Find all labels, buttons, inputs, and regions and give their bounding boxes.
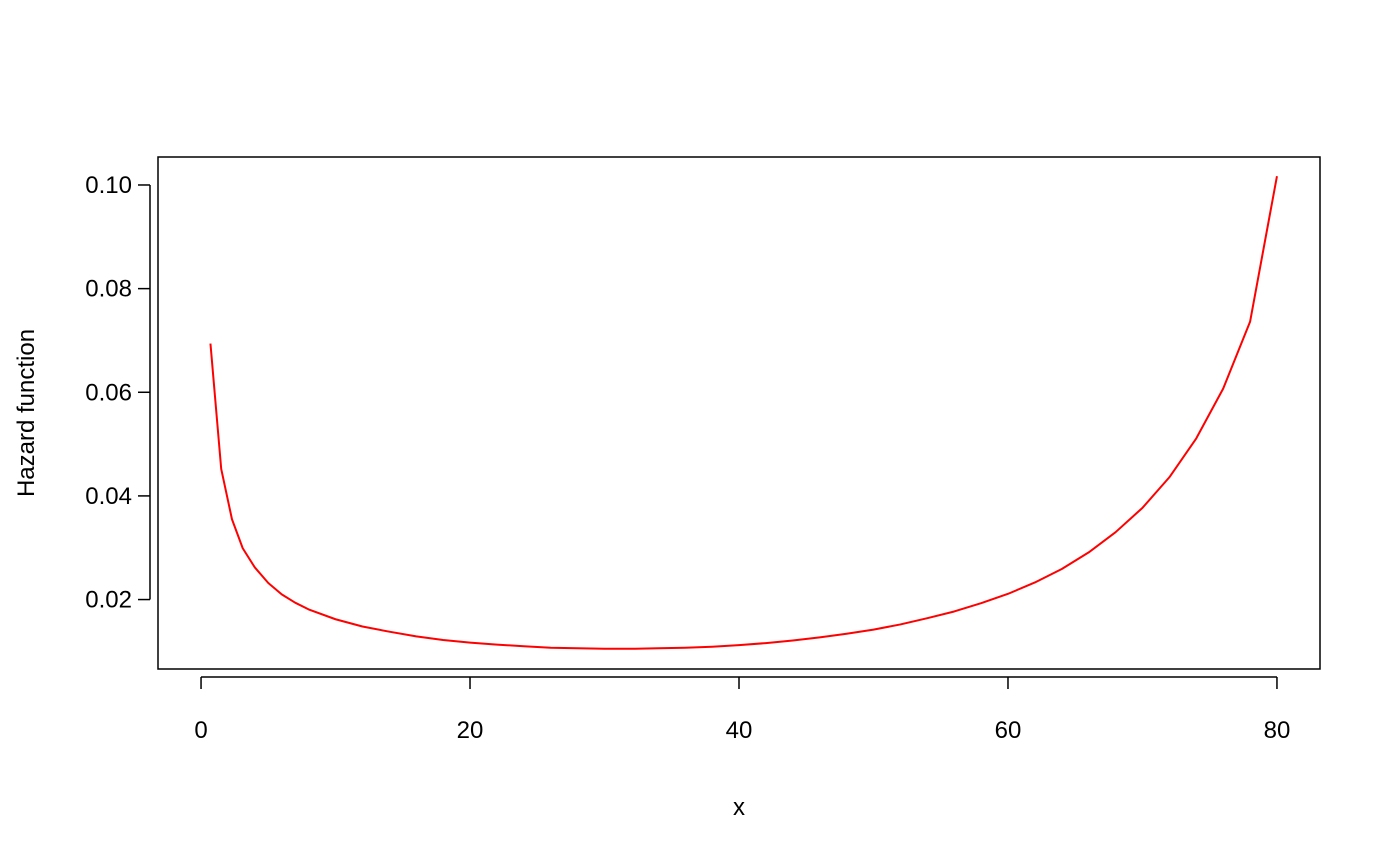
x-tick-label: 20	[457, 717, 484, 744]
x-axis-label: x	[733, 794, 745, 821]
y-axis: 0.02 0.04 0.06 0.08 0.10	[85, 172, 151, 614]
y-tick-label: 0.10	[85, 172, 132, 199]
y-tick-label: 0.02	[85, 587, 132, 614]
hazard-curve	[209, 175, 1278, 650]
x-tick-label: 40	[726, 717, 753, 744]
y-tick-label: 0.06	[85, 379, 132, 406]
x-tick-label: 60	[995, 717, 1022, 744]
x-tick-label: 0	[194, 717, 207, 744]
plot-box	[157, 156, 1321, 670]
y-axis-label: Hazard function	[13, 329, 40, 497]
x-tick-label: 80	[1264, 717, 1291, 744]
series-layer	[209, 175, 1278, 650]
y-tick-label: 0.04	[85, 483, 132, 510]
x-axis: 0 20 40 60 80	[194, 676, 1291, 744]
y-tick-label: 0.08	[85, 276, 132, 303]
